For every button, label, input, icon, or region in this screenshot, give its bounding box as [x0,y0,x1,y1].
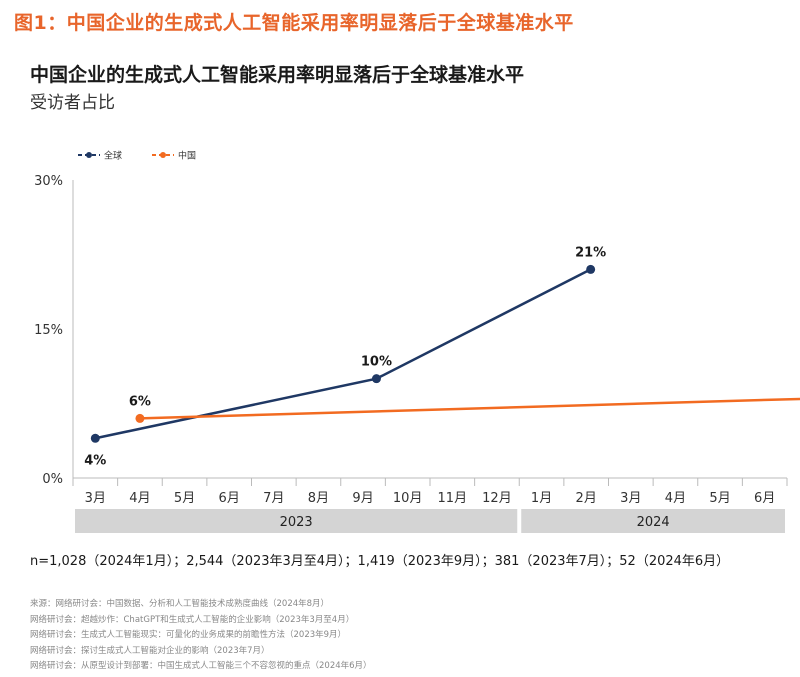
year-group-bar [75,509,518,533]
x-tick-label: 4月 [665,491,686,506]
line-chart: 0% 15% 30% 3月 4月 5月 6月 7月 8月 9月 10月 11月 12月 1月 2月 3月 4月 5… [34,150,800,533]
series-line [139,397,800,420]
y-tick-label: 30% [34,174,63,189]
x-tick-label: 6月 [219,491,240,506]
x-tick-label: 1月 [531,491,552,506]
chart-title: 中国企业的生成式人工智能采用率明显落后于全球基准水平 [30,64,525,86]
x-tick-label: 4月 [129,491,150,506]
x-tick-label: 11月 [438,491,468,506]
year-group-label: 2024 [637,515,670,530]
data-label: 21% [575,245,606,260]
source-line: 网络研讨会：生成式人工智能现实：可量化的业务成果的前瞻性方法（2023年9月） [30,630,347,640]
data-point [586,264,596,274]
data-label: 4% [84,453,106,468]
data-label: 6% [129,394,151,409]
x-tick-label: 6月 [754,491,775,506]
sources-list: 来源：网络研讨会：中国数据、分析和人工智能技术成熟度曲线（2024年8月） 网络… [30,597,780,675]
y-tick-label: 0% [42,472,63,487]
year-group-label: 2023 [280,515,313,530]
x-tick-label: 10月 [393,491,423,506]
legend-marker-icon [160,152,166,158]
source-line: 网络研讨会：探讨生成式人工智能对企业的影响（2023年7月） [30,645,270,656]
legend-label: 中国 [178,150,196,162]
data-label: 10% [361,355,392,370]
legend-marker-icon [86,152,92,158]
x-tick-label: 9月 [352,491,373,506]
data-point [90,433,100,443]
sample-size-note: n=1,028（2024年1月）；2,544（2023年3月至4月）；1,419… [30,554,730,569]
x-tick-label: 3月 [620,491,641,506]
x-tick-label: 12月 [482,491,512,506]
x-tick-label: 7月 [263,491,284,506]
x-tick-label: 5月 [174,491,195,506]
figure-label: 图1：中国企业的生成式人工智能采用率明显落后于全球基准水平 [14,12,574,34]
x-tick-label: 8月 [308,491,329,506]
chart-subtitle: 受访者占比 [30,93,115,113]
y-tick-label: 15% [34,323,63,338]
x-tick-label: 5月 [709,491,730,506]
source-line: 网络研讨会：从原型设计到部署：中国生成式人工智能三个不容忽视的重点（2024年6… [30,661,372,671]
source-line: 网络研讨会：超越炒作：ChatGPT和生成式人工智能的企业影响（2023年3月至… [30,614,355,625]
data-point [135,413,145,423]
legend-label: 全球 [104,150,122,162]
x-tick-label: 2月 [576,491,597,506]
data-point [371,374,381,384]
year-group-bar [521,509,785,533]
x-tick-label: 3月 [85,491,106,506]
source-line: 来源：网络研讨会：中国数据、分析和人工智能技术成熟度曲线（2024年8月） [30,599,330,609]
